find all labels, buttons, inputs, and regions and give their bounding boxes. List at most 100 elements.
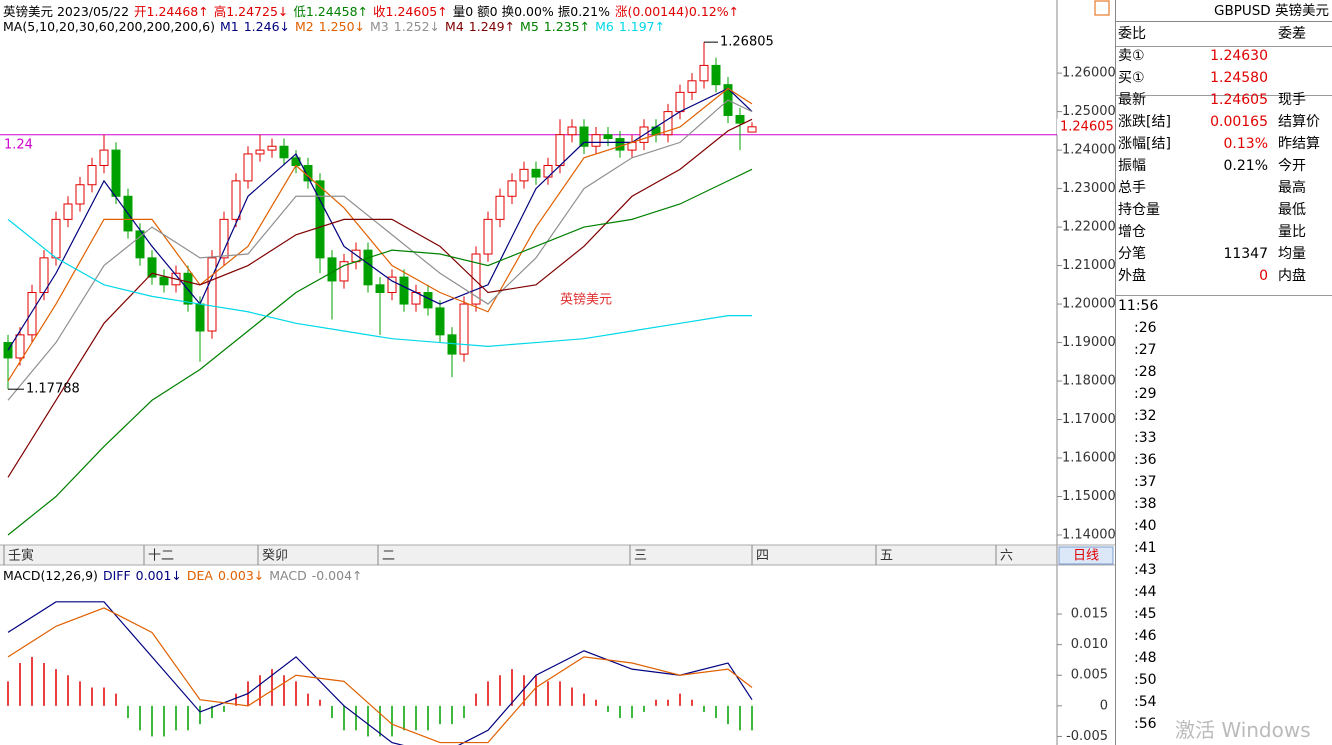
- candle-body: [615, 138, 625, 151]
- tick-time: :26: [1134, 320, 1157, 336]
- quote-panel: GBPUSD 英镑美元 委比 委差 卖① 1.24630 买① 1.24580 最新 1.24…: [1115, 0, 1332, 745]
- candle-body: [27, 292, 37, 336]
- macd-line: [7, 601, 753, 745]
- quote-value: 0.00165: [1210, 114, 1268, 130]
- date-label: 十二: [148, 549, 174, 564]
- macd-legend: MACD(12,26,9) DIFF 0.001↓ DEA 0.003↓ MACD -0.0…: [3, 568, 368, 583]
- candle-body: [195, 303, 205, 332]
- legend-name: MACD: [269, 568, 307, 583]
- y-tick-label: 0.010: [1071, 637, 1108, 652]
- period-button[interactable]: [1058, 546, 1114, 565]
- candle-body: [507, 180, 517, 197]
- y-tick-label: 1.15000: [1062, 489, 1115, 504]
- tick-time: :43: [1134, 562, 1157, 578]
- candle-body: [699, 64, 709, 82]
- header-field: 开1.24468↑: [134, 4, 209, 19]
- y-tick-label: 1.23000: [1062, 181, 1115, 196]
- legend-value: 1.197↑: [618, 19, 666, 34]
- quote-value: 1.24605: [1210, 92, 1268, 108]
- legend-value: 1.235↑: [543, 19, 591, 34]
- candle-body: [255, 149, 265, 155]
- quote-row: 分笔 11347 均量: [1118, 243, 1330, 265]
- tick-time: :45: [1134, 606, 1157, 622]
- legend-value: -0.004↑: [311, 568, 363, 583]
- candle-body: [63, 203, 73, 220]
- candle-body: [483, 218, 493, 255]
- candle-body: [219, 218, 229, 259]
- panel-toggle[interactable]: [1094, 0, 1110, 16]
- legend-name: M3: [370, 19, 389, 34]
- date-label: 二: [382, 549, 395, 564]
- y-tick-label: 0.005: [1071, 668, 1108, 683]
- tick-time: 11:56: [1118, 298, 1159, 314]
- y-tick-label: 1.21000: [1062, 258, 1115, 273]
- candle-body: [51, 218, 61, 259]
- y-tick-label: 0.015: [1071, 607, 1108, 622]
- y-tick-label: 1.26000: [1062, 66, 1115, 81]
- candle-body: [495, 195, 505, 220]
- legend-title: MACD(12,26,9): [3, 568, 98, 583]
- legend-value: 0.001↓: [135, 568, 182, 583]
- quote-left: 卖①: [1118, 48, 1145, 64]
- legend-name: M2: [295, 19, 314, 34]
- price-tag-label: 1.24605: [1060, 119, 1114, 134]
- candle-body: [87, 164, 97, 186]
- legend-name: M6: [595, 19, 614, 34]
- candle-body: [15, 334, 25, 359]
- candle-body: [687, 80, 697, 93]
- header-field: 涨(0.00144)0.12%↑: [614, 4, 740, 19]
- candle-body: [183, 272, 193, 305]
- chart: 日线 1.26000 1.25000 1.24000 1.23000 1.22000 1.…: [0, 0, 1115, 745]
- legend-name: M5: [520, 19, 539, 34]
- tick-time: :54: [1134, 694, 1157, 710]
- candle-body: [363, 249, 373, 286]
- candle-body: [207, 257, 217, 332]
- candle-body: [231, 180, 241, 220]
- y-tick-label: 1.14000: [1062, 527, 1115, 542]
- quote-row: 振幅 0.21% 今开: [1118, 155, 1330, 177]
- quote-right: 量比: [1278, 224, 1306, 240]
- quote-row: 委比 委差: [1118, 23, 1330, 45]
- separator: [1116, 46, 1332, 47]
- quote-row: 总手 最高: [1118, 177, 1330, 199]
- quote-left: 涨跌[结]: [1118, 114, 1171, 130]
- quote-row: 最新 1.24605 现手: [1118, 89, 1330, 111]
- date-label: 五: [880, 549, 893, 564]
- ma-line: [7, 87, 753, 382]
- high-label: 1.26805: [720, 35, 774, 50]
- quote-left: 委比: [1118, 26, 1146, 42]
- separator: [1116, 95, 1332, 96]
- tick-time: :29: [1134, 386, 1157, 402]
- quote-row: 持仓量 最低: [1118, 199, 1330, 221]
- tick-time: :40: [1134, 518, 1157, 534]
- quote-left: 涨幅[结]: [1118, 136, 1171, 152]
- ma-line: [7, 87, 753, 351]
- tick-time: :27: [1134, 342, 1157, 358]
- header-field: 英镑美元 2023/05/22: [3, 4, 130, 19]
- tick-time: :33: [1134, 430, 1157, 446]
- period-label[interactable]: 日线: [1073, 549, 1099, 564]
- ma-line: [7, 218, 752, 347]
- chart-annotation: 英镑美元: [560, 292, 612, 308]
- quote-value: 0.13%: [1223, 136, 1268, 152]
- separator: [1116, 295, 1332, 296]
- quote-left: 增仓: [1118, 224, 1146, 240]
- legend-name: M4: [445, 19, 464, 34]
- candle-body: [459, 303, 469, 355]
- candle-body: [399, 276, 409, 305]
- y-tick-label: -0.005: [1066, 729, 1108, 744]
- quote-value: 1.24630: [1210, 48, 1268, 64]
- tick-time: :32: [1134, 408, 1157, 424]
- date-label: 癸卯: [262, 549, 288, 564]
- candle-body: [159, 276, 169, 286]
- candle-body: [243, 153, 253, 182]
- date-label: 六: [1000, 549, 1013, 564]
- candle-body: [435, 307, 445, 336]
- y-tick-label: 1.20000: [1062, 297, 1115, 312]
- candle-body: [375, 284, 385, 294]
- y-tick-label: 1.16000: [1062, 451, 1115, 466]
- quote-left: 分笔: [1118, 246, 1146, 262]
- quote-right: 最高: [1278, 180, 1306, 196]
- low-label: 1.17788: [26, 382, 80, 397]
- quote-right: 委差: [1278, 26, 1306, 42]
